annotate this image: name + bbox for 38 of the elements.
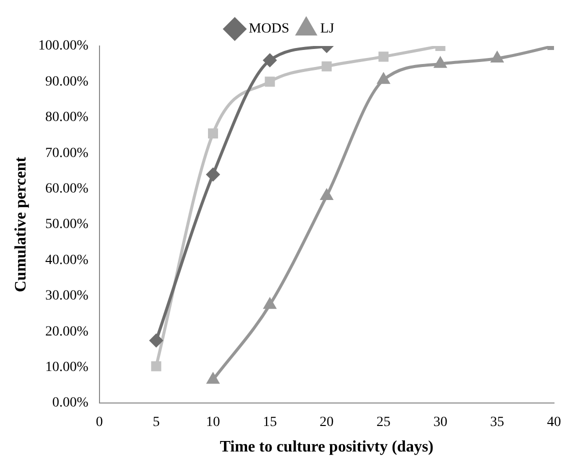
y-tick-label: 0.00% [52,396,89,411]
x-tick-label: 10 [206,415,220,430]
x-tick-label: 25 [376,415,391,430]
y-tick-label: 10.00% [45,360,89,375]
point [208,128,218,138]
y-tick-label: 30.00% [45,288,89,304]
y-tick-label: 80.00% [45,110,89,126]
y-tick-label: 100.00% [38,38,89,54]
y-tick-label: 90.00% [45,74,89,90]
y-tick-label: 50.00% [45,217,89,232]
x-axis-title: Time to culture positivty (days) [220,438,434,456]
x-tick-label: 0 [96,415,103,430]
point [150,334,163,348]
point [378,52,389,62]
y-tick-label: 70.00% [45,146,89,161]
point [322,61,332,72]
x-tick-label: 15 [262,415,277,430]
x-tick-label: 20 [320,415,334,430]
x-tick-label: 35 [490,415,504,430]
point [491,52,503,62]
point [206,168,220,182]
point [434,57,446,68]
legend-label: MODS [248,22,290,37]
point [264,76,275,87]
y-tick-label: 60.00% [45,181,89,196]
point [264,298,276,309]
legend-label: LJ [320,22,335,37]
x-tick-label: 40 [547,415,561,430]
y-tick-label: 40.00% [45,252,89,268]
point [263,54,276,67]
point [207,373,219,384]
x-tick-label: 30 [433,415,448,430]
y-tick-label: 20.00% [45,324,89,340]
y-axis-title: Cumulative percent [12,156,30,292]
point [378,73,390,84]
point [320,189,333,200]
point [151,361,162,372]
x-tick-label: 5 [152,415,160,430]
